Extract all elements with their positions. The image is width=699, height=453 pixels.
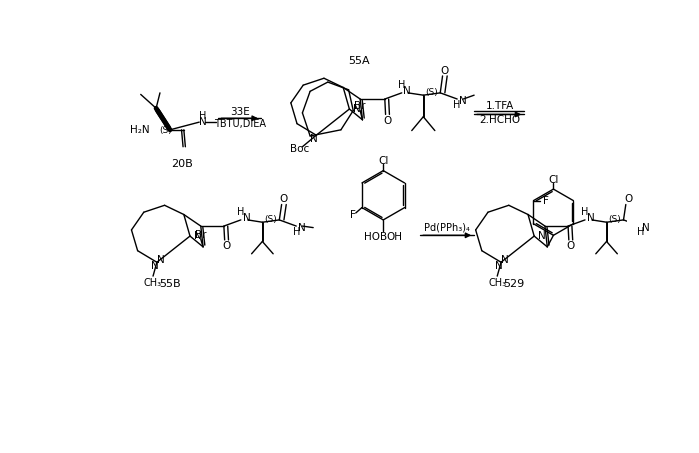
Text: (S): (S)	[608, 216, 621, 224]
Text: H: H	[237, 207, 245, 217]
Text: N: N	[199, 117, 207, 127]
Text: TBTU,DIEA: TBTU,DIEA	[214, 120, 266, 130]
Text: N: N	[538, 231, 546, 241]
Text: CH₃: CH₃	[144, 278, 162, 288]
Text: Pd(PPh₃)₄: Pd(PPh₃)₄	[424, 222, 470, 232]
Text: 1.TFA: 1.TFA	[485, 101, 514, 111]
Text: O: O	[566, 241, 575, 251]
Text: 2.HCHO: 2.HCHO	[479, 115, 520, 125]
Text: 529: 529	[503, 279, 525, 289]
Text: Cl: Cl	[378, 156, 389, 166]
Text: N: N	[403, 87, 411, 96]
Text: H: H	[199, 111, 207, 121]
Text: Br: Br	[195, 230, 206, 240]
Text: HO: HO	[364, 232, 380, 242]
Text: (S): (S)	[264, 216, 277, 224]
Text: F: F	[542, 196, 549, 206]
Text: N: N	[157, 255, 164, 265]
Text: N: N	[243, 213, 251, 223]
Text: H: H	[454, 100, 461, 110]
Text: N: N	[642, 222, 650, 232]
Text: H: H	[637, 227, 644, 237]
Text: 33E: 33E	[230, 107, 250, 117]
Text: N: N	[353, 104, 361, 114]
Text: 55A: 55A	[348, 56, 370, 66]
Text: O: O	[280, 194, 288, 204]
Text: 55B: 55B	[159, 279, 181, 289]
Text: N: N	[459, 96, 466, 106]
Text: O: O	[624, 194, 633, 204]
Text: O: O	[383, 116, 391, 125]
Text: O: O	[222, 241, 230, 251]
Text: Cl: Cl	[548, 175, 559, 185]
Text: O: O	[441, 66, 449, 76]
Text: H: H	[293, 227, 300, 237]
Text: N: N	[495, 261, 503, 271]
Text: CH₃: CH₃	[488, 278, 506, 288]
Text: N: N	[310, 134, 318, 144]
Text: (S): (S)	[160, 126, 173, 135]
Text: Boc: Boc	[289, 144, 309, 154]
Text: F: F	[350, 210, 356, 220]
Text: H₂N: H₂N	[130, 125, 150, 135]
Text: H: H	[582, 207, 589, 217]
Text: (S): (S)	[425, 88, 438, 97]
Text: N: N	[501, 255, 509, 265]
Text: N: N	[194, 231, 201, 241]
Text: N: N	[298, 222, 305, 232]
Text: 20B: 20B	[171, 159, 192, 169]
Text: H: H	[398, 80, 405, 90]
Text: Br: Br	[354, 101, 366, 111]
Text: N: N	[587, 213, 595, 223]
Text: N: N	[151, 261, 159, 271]
Text: B: B	[380, 232, 387, 242]
Text: OH: OH	[386, 232, 402, 242]
